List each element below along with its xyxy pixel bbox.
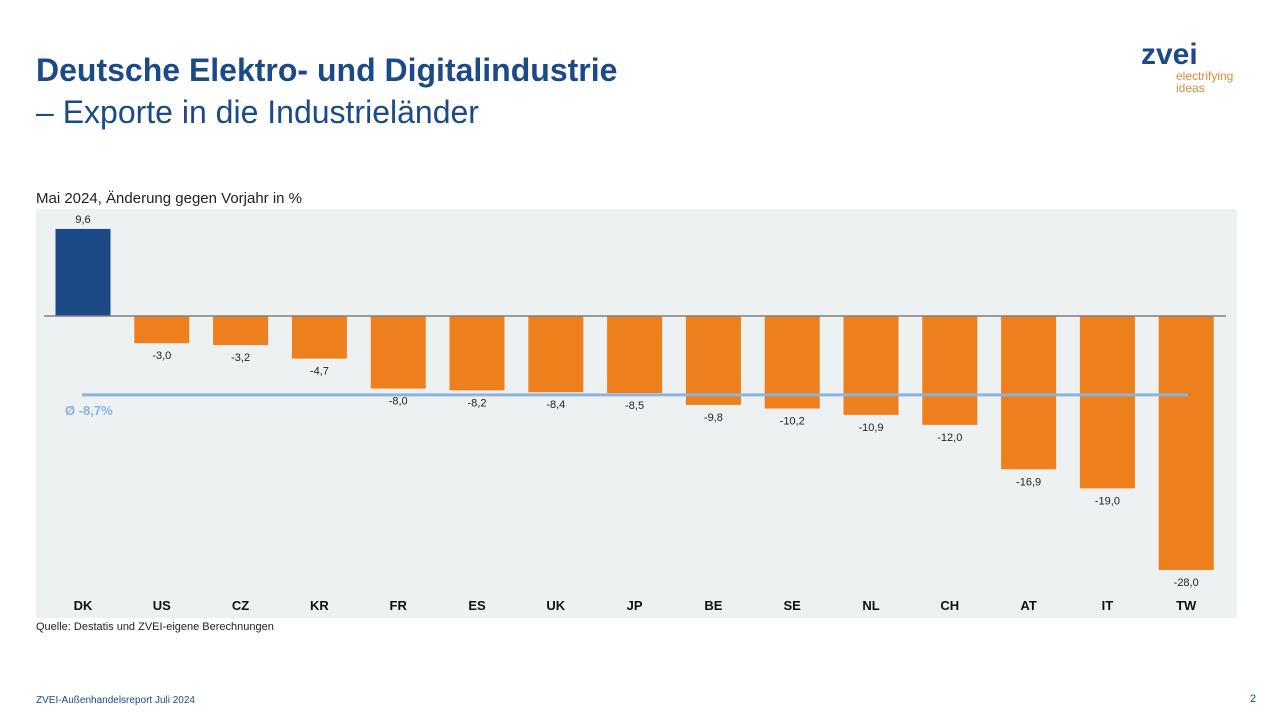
bar-UK [528,316,584,393]
bar-DK [55,228,111,316]
bar-SE [764,316,820,409]
bar-FR [370,316,426,389]
footer-text: ZVEI-Außenhandelsreport Juli 2024 [36,695,195,706]
value-label-TW: -28,0 [1174,577,1199,589]
category-label-BE: BE [704,598,722,613]
bar-JP [607,316,663,394]
value-label-IT: -19,0 [1095,495,1120,507]
bar-CZ [213,316,269,346]
value-label-AT: -16,9 [1016,476,1041,488]
logo-tagline-1: electrifying [1176,69,1234,83]
value-label-SE: -10,2 [780,416,805,428]
category-label-JP: JP [627,598,643,613]
average-label: Ø -8,7% [65,403,113,418]
page-number: 2 [1250,693,1257,705]
page-subtitle: – Exporte in die Industrieländer [36,94,479,130]
value-label-US: -3,0 [152,350,171,362]
category-label-FR: FR [390,598,408,613]
category-label-ES: ES [468,598,486,613]
value-label-FR: -8,0 [389,396,408,408]
zvei-logo: zvei electrifying ideas [1141,38,1234,95]
logo-tagline-2: ideas [1176,81,1205,95]
bar-NL [843,316,899,415]
bar-US [134,316,190,344]
value-label-KR: -4,7 [310,366,329,378]
category-label-TW: TW [1176,598,1197,613]
bar-IT [1079,316,1135,489]
value-label-ES: -8,2 [468,397,487,409]
source-note: Quelle: Destatis und ZVEI-eigene Berechn… [36,621,274,633]
category-label-IT: IT [1102,598,1114,613]
value-label-JP: -8,5 [625,400,644,412]
logo-name: zvei [1141,38,1198,71]
category-label-CH: CH [940,598,959,613]
category-label-NL: NL [862,598,879,613]
value-label-CZ: -3,2 [231,352,250,364]
value-label-BE: -9,8 [704,412,723,424]
category-label-CZ: CZ [232,598,249,613]
page-title: Deutsche Elektro- und Digitalindustrie [36,52,618,88]
category-label-DK: DK [74,598,93,613]
value-label-UK: -8,4 [546,399,565,411]
plot-background [36,209,1237,618]
category-label-AT: AT [1020,598,1036,613]
category-label-UK: UK [546,598,565,613]
category-label-KR: KR [310,598,329,613]
bar-AT [1001,316,1057,470]
bar-TW [1158,316,1214,570]
bar-ES [449,316,505,391]
bar-CH [922,316,978,425]
bar-BE [685,316,741,405]
value-label-NL: -10,9 [858,422,883,434]
category-label-SE: SE [784,598,802,613]
category-label-US: US [153,598,171,613]
chart-title: Mai 2024, Änderung gegen Vorjahr in % [36,190,303,207]
value-label-DK: 9,6 [75,214,90,226]
bar-KR [291,316,347,359]
value-label-CH: -12,0 [937,432,962,444]
